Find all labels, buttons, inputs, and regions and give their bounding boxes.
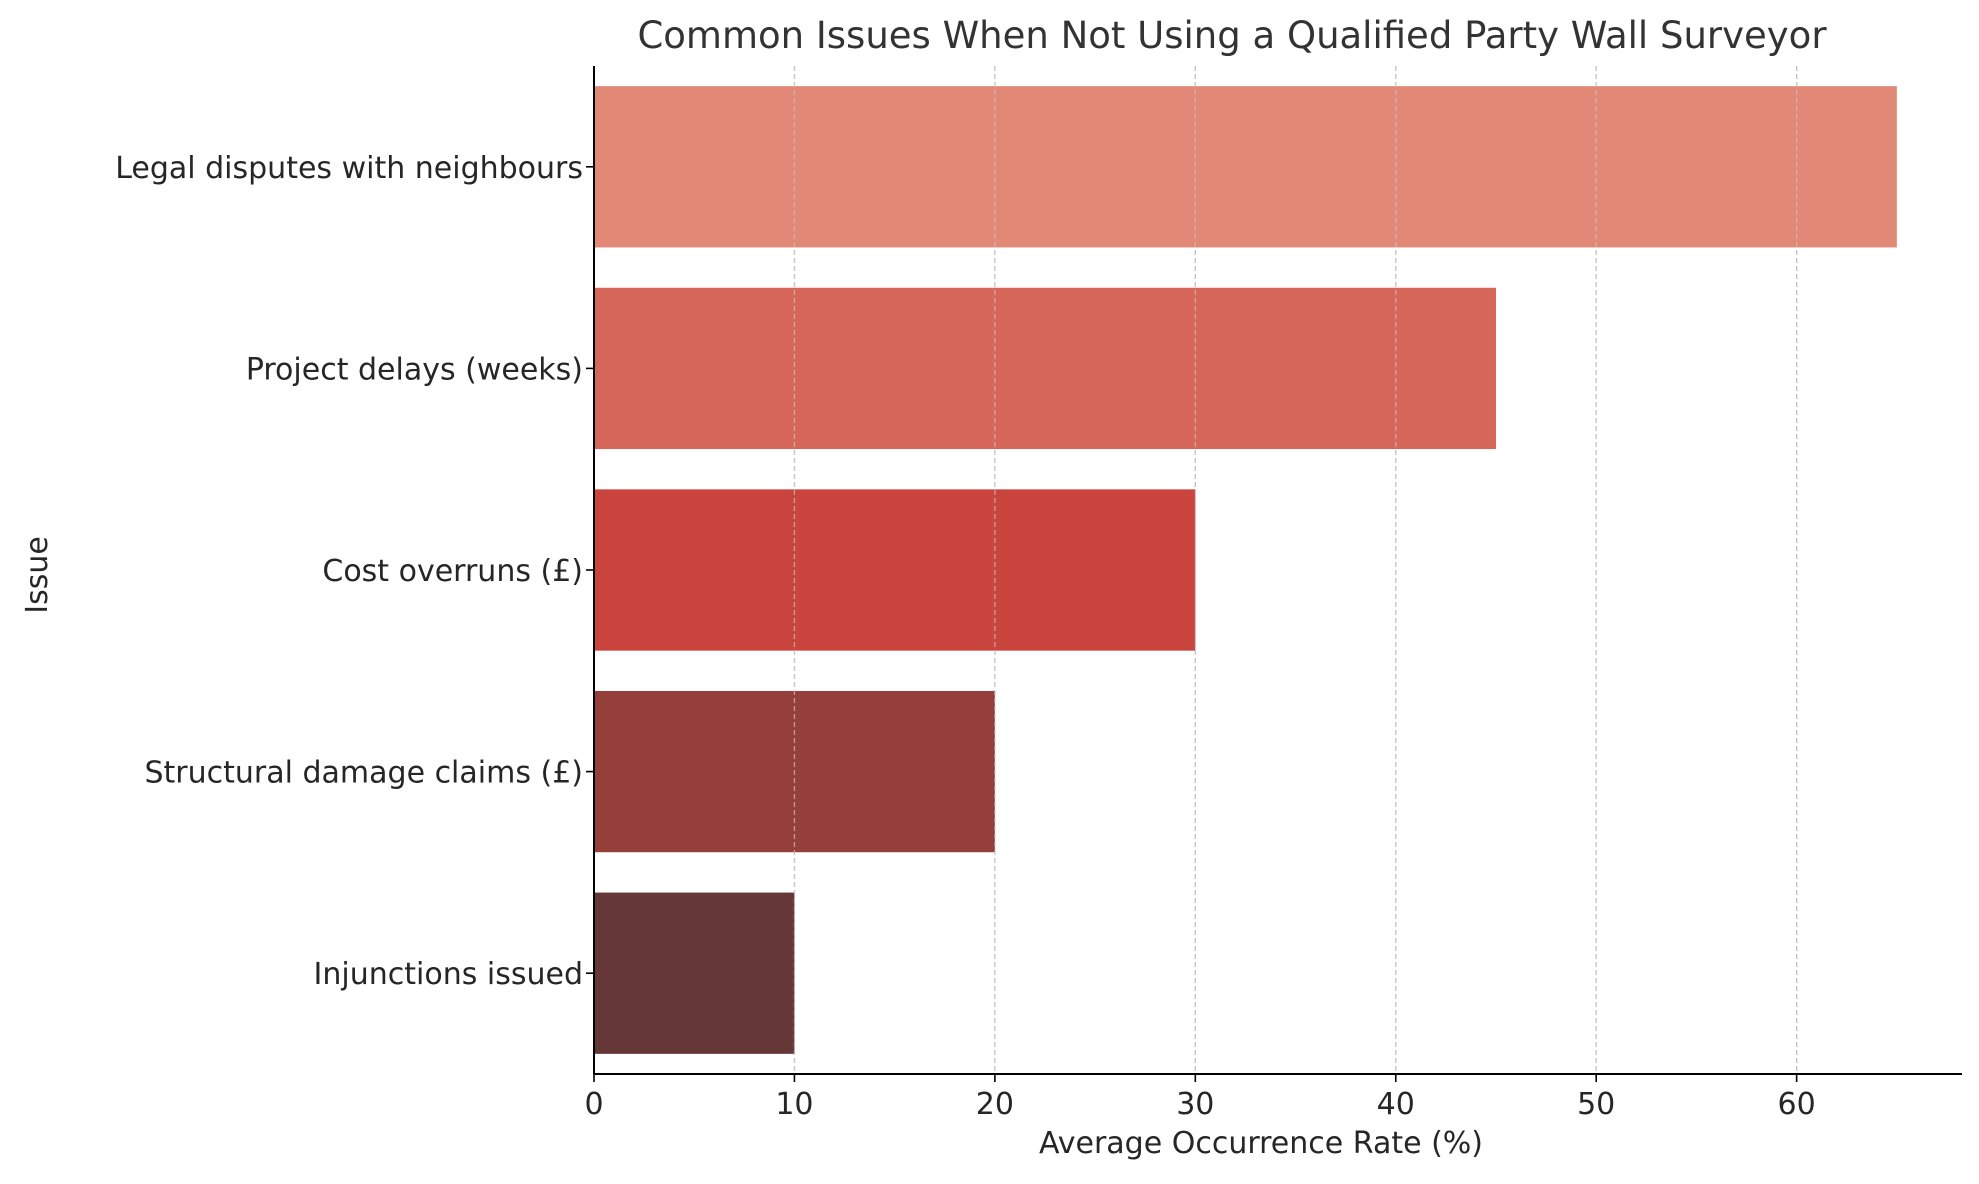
x-tick-label: 10 — [775, 1087, 813, 1122]
bar-layer — [594, 66, 1897, 1074]
x-tick-label: 0 — [584, 1087, 603, 1122]
category-label: Project delays (weeks) — [246, 352, 583, 387]
category-label: Injunctions issued — [314, 957, 583, 992]
x-tick-label: 60 — [1778, 1087, 1816, 1122]
x-tick-label: 40 — [1377, 1087, 1415, 1122]
category-label: Structural damage claims (£) — [144, 756, 583, 791]
axis-layer: 0 10 20 30 40 50 60 Legal disputes with neighbo… — [115, 66, 1962, 1122]
y-axis-label: Issue — [20, 536, 55, 614]
bar-4 — [594, 892, 795, 1054]
x-axis-label: Average Occurrence Rate (%) — [1039, 1126, 1483, 1161]
x-tick-label: 20 — [976, 1087, 1014, 1122]
bar-0 — [594, 86, 1897, 248]
bar-1 — [594, 287, 1496, 450]
x-tick-label: 50 — [1577, 1087, 1615, 1122]
x-tick-label: 30 — [1176, 1087, 1214, 1122]
chart-title: Common Issues When Not Using a Qualified… — [637, 14, 1827, 57]
category-label: Cost overruns (£) — [322, 554, 583, 589]
category-label: Legal disputes with neighbours — [115, 151, 583, 186]
bar-2 — [594, 489, 1196, 651]
